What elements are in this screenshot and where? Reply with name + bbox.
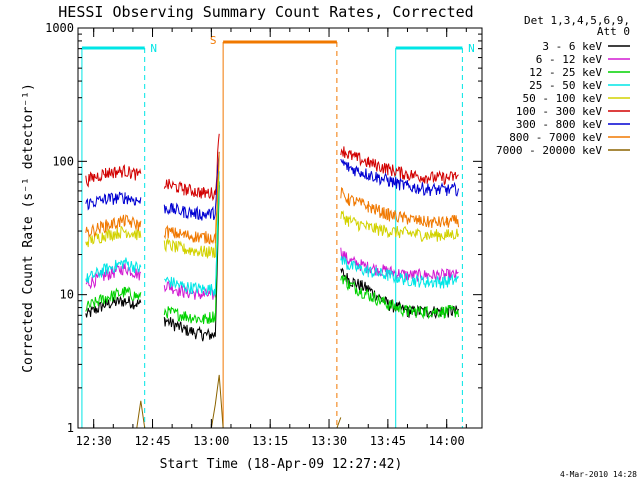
series-50-100-kev-segment-2 (340, 210, 459, 242)
legend-label-7000-20000-kev: 7000 - 20000 keV (496, 144, 602, 157)
series-25-50-kev (85, 171, 459, 296)
legend-label-100-300-kev: 100 - 300 keV (516, 105, 602, 118)
legend-label-300-800-kev: 300 - 800 keV (516, 118, 602, 131)
series-3-6-kev-segment-2 (340, 267, 459, 320)
plot-frame (77, 27, 483, 429)
plot-timestamp: 4-Mar-2010 14:28 (560, 470, 637, 479)
legend-label-6-12-kev: 6 - 12 keV (536, 53, 603, 66)
x-tick-label-1330: 13:30 (311, 434, 347, 448)
series-12-25-kev-segment-1 (163, 181, 220, 325)
series-800-7000-kev (85, 151, 459, 245)
legend-label-800-7000-kev: 800 - 7000 keV (509, 131, 602, 144)
series-25-50-kev-segment-0 (85, 257, 142, 283)
series-800-7000-kev-segment-2 (340, 187, 459, 228)
y-tick-label-100: 100 (52, 154, 74, 168)
y-tick-label-1: 1 (67, 421, 74, 435)
chart-title: HESSI Observing Summary Count Rates, Cor… (58, 3, 473, 21)
series-300-800-kev (85, 151, 459, 221)
legend-label-50-100-kev: 50 - 100 keV (523, 92, 603, 105)
series-6-12-kev (85, 182, 459, 300)
series-300-800-kev-segment-2 (340, 158, 459, 197)
n-night-0-label: N (150, 42, 157, 55)
series-6-12-kev-segment-0 (85, 262, 142, 290)
x-tick-label-1245: 12:45 (134, 434, 170, 448)
x-tick-label-1400: 14:00 (429, 434, 465, 448)
s-saa-0-label: S (210, 34, 217, 47)
series-800-7000-kev-segment-0 (85, 214, 142, 239)
series-50-100-kev (85, 155, 459, 260)
series-3-6-kev (85, 185, 459, 342)
axes: 1 10 100 1000 12:30 12:45 13:00 13:15 13:30 13:45… (45, 21, 483, 448)
y-axis-label: Corrected Count Rate (s⁻¹ detector⁻¹) (21, 83, 36, 373)
series-100-300-kev-segment-0 (85, 164, 142, 188)
series-25-50-kev-segment-1 (164, 171, 220, 296)
series-7000-20000-kev (85, 374, 342, 429)
y-tick-label-10: 10 (60, 288, 74, 302)
x-tick-label-1345: 13:45 (370, 434, 406, 448)
series-7000-20000-kev-segment-0 (85, 374, 342, 429)
x-tick-label-1315: 13:15 (252, 434, 288, 448)
series-12-25-kev-segment-2 (340, 274, 459, 320)
x-axis-label: Start Time (18-Apr-09 12:27:42) (160, 457, 403, 472)
n-night-1-label: N (468, 42, 475, 55)
series-12-25-kev (85, 181, 459, 325)
series-3-6-kev-segment-1 (163, 185, 220, 342)
legend-label-3-6-kev: 3 - 6 keV (542, 40, 602, 53)
series-100-300-kev (85, 133, 459, 202)
y-tick-label-1000: 1000 (45, 21, 74, 35)
series-100-300-kev-segment-2 (340, 146, 459, 186)
series-100-300-kev-segment-1 (163, 133, 220, 202)
plot-area: N NS (81, 34, 475, 429)
series-300-800-kev-segment-0 (85, 191, 142, 211)
series-25-50-kev-segment-2 (340, 256, 459, 289)
legend-header-0: Det 1,3,4,5,6,9, (524, 14, 630, 27)
series-800-7000-kev-segment-1 (163, 151, 220, 245)
x-tick-label-1300: 13:00 (193, 434, 229, 448)
series-12-25-kev-segment-0 (85, 286, 142, 312)
legend-label-25-50-kev: 25 - 50 keV (529, 79, 602, 92)
series-50-100-kev-segment-1 (163, 155, 220, 260)
series-300-800-kev-segment-1 (163, 151, 220, 221)
legend-label-12-25-kev: 12 - 25 keV (529, 66, 602, 79)
x-tick-label-1230: 12:30 (76, 434, 112, 448)
legend-header-1: Att 0 (597, 25, 630, 38)
